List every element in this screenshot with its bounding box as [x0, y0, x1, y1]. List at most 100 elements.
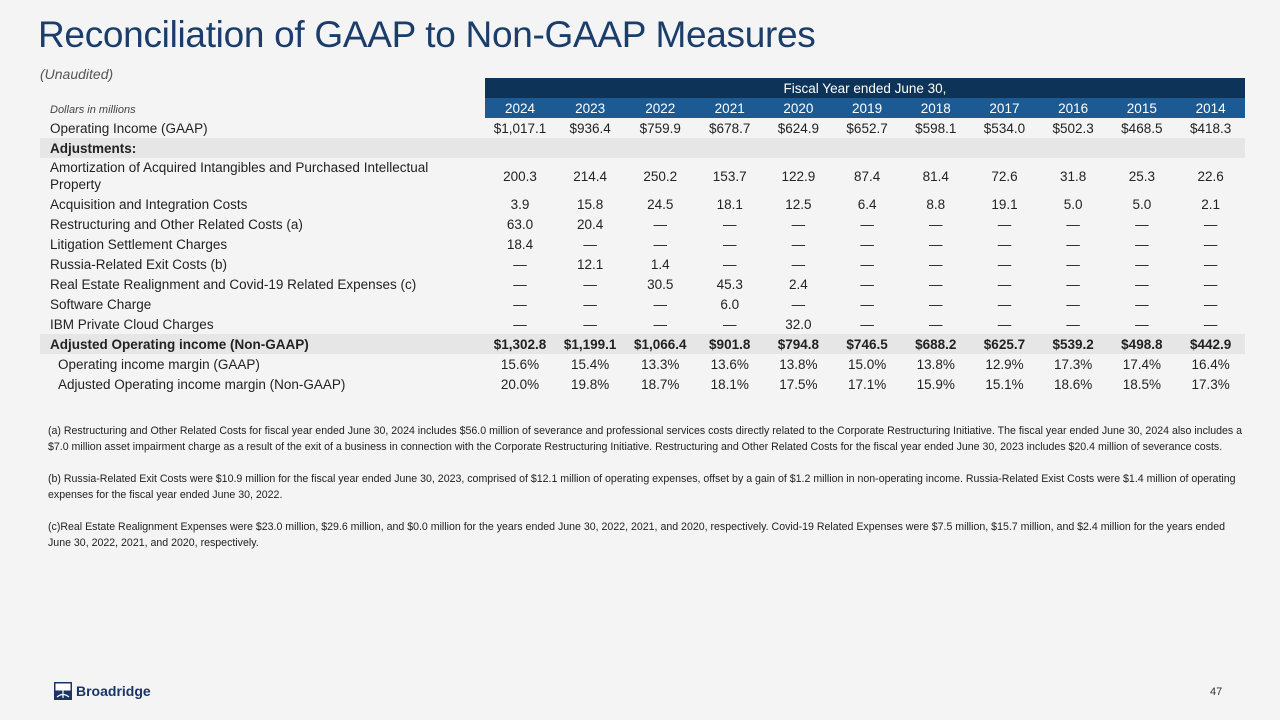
table-cell: —: [722, 256, 737, 272]
table-cell: 122.9: [781, 168, 816, 184]
table-cell: —: [513, 276, 527, 292]
table-cell: 19.8%: [571, 376, 610, 392]
table-cell: 15.0%: [847, 356, 887, 372]
table-cell: —: [1135, 236, 1149, 252]
table-cell: 25.3: [1128, 168, 1155, 184]
table-row: Acquisition and Integration Costs 3.9 15.8…: [40, 194, 1245, 214]
table-cell: $598.1: [915, 120, 957, 136]
table-cell: 13.6%: [710, 356, 749, 372]
table-cell: —: [1066, 296, 1080, 312]
row-label: Operating Income (GAAP): [50, 120, 208, 136]
year-header-2023: 2023: [555, 98, 626, 118]
row-label: Operating income margin (GAAP): [58, 356, 260, 372]
table-cell: 5.0: [1063, 196, 1083, 212]
table-cell: —: [791, 296, 806, 312]
table-cell: $688.2: [901, 334, 971, 354]
table-cell: 3.9: [510, 196, 530, 212]
table-cell: —: [860, 236, 874, 252]
table-cell: —: [997, 296, 1012, 312]
table-cell: 19.1: [991, 196, 1018, 212]
table-cell: 31.8: [1060, 168, 1087, 184]
table-row: Litigation Settlement Charges 18.4 — — — — — — —…: [40, 234, 1245, 254]
table-cell: —: [997, 216, 1012, 232]
table-cell: 15.1%: [985, 376, 1024, 392]
table-cell: —: [722, 316, 737, 332]
table-row: Russia-Related Exit Costs (b) — 12.1 1.4 — — —…: [40, 254, 1245, 274]
table-cell: 12.1: [577, 256, 604, 272]
table-row: Adjustments:: [40, 138, 1245, 158]
table-cell: —: [1066, 276, 1080, 292]
table-cell: 250.2: [643, 168, 678, 184]
table-cell: [555, 138, 626, 158]
table-cell: 6.4: [857, 196, 877, 212]
row-label: Real Estate Realignment and Covid-19 Rel…: [50, 276, 417, 292]
table-cell: —: [929, 236, 943, 252]
table-cell: —: [722, 236, 737, 252]
table-cell: 18.4: [506, 236, 534, 252]
row-label: Restructuring and Other Related Costs (a…: [50, 216, 303, 232]
year-header-2020: 2020: [764, 98, 833, 118]
table-cell: 24.5: [647, 196, 674, 212]
table-cell: $1,302.8: [484, 334, 556, 354]
table-cell: $678.7: [709, 120, 751, 136]
table-cell: 81.4: [922, 168, 949, 184]
broadridge-logo-icon: [54, 682, 72, 700]
year-header-2016: 2016: [1038, 98, 1108, 118]
table-cell: $1,066.4: [625, 334, 696, 354]
table-cell: —: [513, 316, 527, 332]
table-row: Real Estate Realignment and Covid-19 Rel…: [40, 274, 1245, 294]
table-cell: [625, 138, 696, 158]
table-cell: 30.5: [647, 276, 674, 292]
fiscal-year-header: Fiscal Year ended June 30,: [484, 78, 1245, 98]
page-number: 47: [1210, 686, 1223, 698]
table-cell: —: [791, 256, 806, 272]
table-cell: 8.8: [926, 196, 946, 212]
table-cell: 17.3%: [1054, 356, 1093, 372]
table-cell: 17.3%: [1191, 376, 1230, 392]
table-cell: $901.8: [695, 334, 765, 354]
table-cell: $759.9: [639, 120, 681, 136]
table-cell: 1.4: [650, 256, 670, 272]
row-label: Adjusted Operating income (Non-GAAP): [40, 334, 485, 354]
row-label: Russia-Related Exit Costs (b): [50, 256, 228, 272]
table-row: IBM Private Cloud Charges — — — — 32.0 — — — — — —: [40, 314, 1245, 334]
table-cell: —: [997, 236, 1012, 252]
table-cell: 200.3: [503, 168, 537, 184]
table-cell: $794.8: [764, 334, 833, 354]
table-cell: 18.5%: [1122, 376, 1161, 392]
table-row: Restructuring and Other Related Costs (a…: [40, 214, 1245, 234]
table-cell: —: [860, 276, 874, 292]
year-header-2017: 2017: [970, 98, 1039, 118]
table-cell: —: [583, 296, 597, 312]
broadridge-logo: Broadridge: [54, 682, 151, 700]
table-cell: 16.4%: [1191, 356, 1230, 372]
table-cell: 20.4: [577, 216, 604, 232]
table-cell: 17.4%: [1122, 356, 1161, 372]
table-cell: —: [929, 296, 943, 312]
table-cell: $625.7: [970, 334, 1039, 354]
table-row: Adjusted Operating income (Non-GAAP) $1,3…: [40, 334, 1245, 354]
table-cell: [484, 138, 556, 158]
table-cell: $936.4: [569, 120, 611, 136]
table-cell: 12.9%: [985, 356, 1024, 372]
table-cell: 18.7%: [641, 376, 680, 392]
year-header-row: Dollars in millions 2024 2023 2022 2021 2020…: [40, 98, 1245, 118]
table-cell: 153.7: [712, 168, 747, 184]
table-cell: $418.3: [1189, 120, 1232, 136]
footnotes: (a) Restructuring and Other Related Cost…: [48, 423, 1248, 567]
table-cell: 13.8%: [916, 356, 955, 372]
row-label: Amortization of Acquired Intangibles and…: [50, 160, 429, 192]
table-cell: —: [791, 216, 806, 232]
table-cell: —: [1135, 256, 1149, 272]
year-header-2014: 2014: [1176, 98, 1245, 118]
table-cell: —: [860, 316, 874, 332]
table-cell: —: [997, 316, 1012, 332]
table-cell: —: [1135, 216, 1149, 232]
table-cell: 12.5: [785, 196, 812, 212]
table-cell: [970, 138, 1039, 158]
table-cell: 18.1: [716, 196, 743, 212]
table-cell: —: [860, 296, 874, 312]
year-header-2015: 2015: [1107, 98, 1177, 118]
year-header-2022: 2022: [625, 98, 696, 118]
row-label: Adjustments:: [40, 138, 485, 158]
